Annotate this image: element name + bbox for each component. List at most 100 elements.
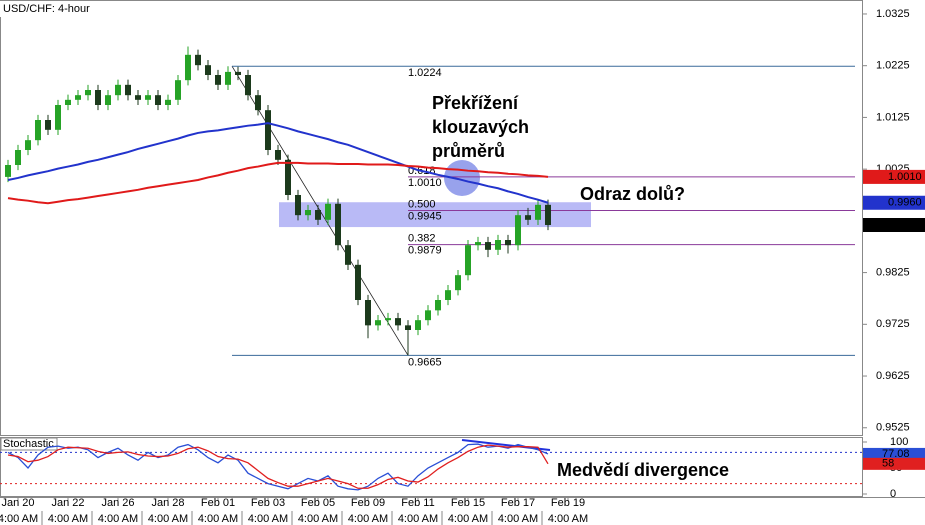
candle-body bbox=[305, 210, 311, 216]
annotation: klouzavých bbox=[432, 117, 529, 137]
candle-body bbox=[365, 300, 371, 326]
fib-low-label: 0.9665 bbox=[408, 356, 442, 368]
moving-average bbox=[7, 161, 549, 205]
candle-body bbox=[165, 99, 171, 105]
x-tick-label: Feb 03 bbox=[251, 497, 285, 509]
candle-body bbox=[135, 95, 141, 100]
x-tick-label: Feb 19 bbox=[551, 497, 585, 509]
candle-body bbox=[495, 240, 501, 250]
x-sub-label: 4:00 AM bbox=[148, 513, 188, 525]
candle-body bbox=[325, 203, 331, 220]
candle-body bbox=[75, 95, 81, 100]
candle-body bbox=[35, 120, 41, 141]
title-bg bbox=[0, 437, 58, 451]
x-sub-label: 4:00 AM bbox=[48, 513, 88, 525]
candle-body bbox=[145, 95, 151, 100]
y-tick-label: 1.0225 bbox=[876, 60, 910, 72]
x-sub-label: 4:00 AM bbox=[198, 513, 238, 525]
candle-body bbox=[215, 75, 221, 85]
candle-body bbox=[255, 95, 261, 111]
candle-body bbox=[205, 65, 211, 75]
candle-body bbox=[275, 150, 281, 160]
candle-body bbox=[105, 95, 111, 105]
candle-body bbox=[115, 84, 121, 96]
panel-title: Stochastic bbox=[3, 438, 54, 450]
x-sub-label: 4:00 AM bbox=[548, 513, 588, 525]
candle-body bbox=[175, 80, 181, 100]
x-tick-label: Jan 20 bbox=[1, 497, 34, 509]
candle-body bbox=[25, 140, 31, 150]
fib-ratio-label: 0.500 bbox=[408, 198, 436, 210]
y-tick-label: 0.9625 bbox=[876, 370, 910, 382]
candle-body bbox=[125, 84, 131, 96]
x-tick-label: Jan 26 bbox=[101, 497, 134, 509]
chart-title: USD/CHF: 4-hour bbox=[3, 3, 90, 15]
x-tick-label: Feb 09 bbox=[351, 497, 385, 509]
annotation: Překřížení bbox=[432, 93, 519, 113]
candle-body bbox=[55, 105, 61, 130]
candle-body bbox=[315, 210, 321, 220]
title-bg bbox=[0, 1, 96, 17]
x-tick-label: Feb 17 bbox=[501, 497, 535, 509]
candle-body bbox=[445, 290, 451, 300]
x-tick-label: Feb 15 bbox=[451, 497, 485, 509]
stoch-value-box bbox=[863, 457, 925, 470]
annotation: Medvědí divergence bbox=[557, 460, 729, 480]
candle-body bbox=[5, 165, 11, 177]
x-sub-label: 4:00 AM bbox=[298, 513, 338, 525]
candle-body bbox=[405, 325, 411, 330]
candle-body bbox=[285, 159, 291, 195]
main-panel bbox=[0, 0, 863, 436]
candle-body bbox=[235, 71, 241, 75]
candle-body bbox=[475, 242, 481, 246]
stoch-line bbox=[7, 443, 549, 491]
x-tick-label: Feb 11 bbox=[401, 497, 434, 509]
price-label: 0.9917 bbox=[888, 219, 922, 231]
ma-value-label-box bbox=[863, 195, 925, 210]
fib-ratio-label: 0.382 bbox=[408, 233, 436, 245]
annotation: průměrů bbox=[432, 141, 505, 161]
y-tick-label: 0 bbox=[890, 488, 896, 500]
x-sub-label: 4:00 AM bbox=[248, 513, 288, 525]
fib-price-label: 1.0010 bbox=[408, 177, 442, 189]
candle-body bbox=[95, 90, 101, 105]
x-sub-label: 4:00 AM bbox=[398, 513, 438, 525]
x-sub-label: 4:00 AM bbox=[448, 513, 488, 525]
candle-body bbox=[295, 195, 301, 216]
fib-price-label: 0.9879 bbox=[408, 245, 442, 257]
candle-body bbox=[385, 318, 391, 321]
y-tick-label: 1.0125 bbox=[876, 111, 910, 123]
candle-body bbox=[505, 240, 511, 246]
candle-body bbox=[225, 71, 231, 85]
ma-value-label-box bbox=[863, 169, 925, 184]
candle-body bbox=[85, 90, 91, 96]
candle-body bbox=[195, 54, 201, 66]
x-tick-label: Feb 05 bbox=[301, 497, 335, 509]
annotation: Odraz dolů? bbox=[580, 184, 685, 204]
x-sub-label: 4:00 AM bbox=[348, 513, 388, 525]
fib-price-label: 0.9945 bbox=[408, 210, 442, 222]
candle-body bbox=[15, 150, 21, 165]
candle-body bbox=[355, 264, 361, 300]
ma-value-label: 0.9960 bbox=[888, 197, 922, 209]
candle-body bbox=[245, 75, 251, 96]
y-tick-label: 100 bbox=[890, 436, 908, 448]
candle-body bbox=[185, 54, 191, 81]
stoch-panel bbox=[0, 437, 863, 497]
candle-body bbox=[535, 204, 541, 220]
candle-body bbox=[265, 110, 271, 150]
candle-body bbox=[515, 215, 521, 246]
candle-body bbox=[485, 242, 491, 250]
x-sub-label: 4:00 AM bbox=[498, 513, 538, 525]
stoch-value-label: 77.08 bbox=[882, 448, 910, 460]
candle-body bbox=[335, 203, 341, 246]
stoch-line bbox=[7, 444, 549, 489]
candle-body bbox=[465, 245, 471, 276]
stoch-value-box bbox=[863, 447, 925, 460]
stoch-value-label: 58 bbox=[882, 458, 894, 470]
fib-high-label: 1.0224 bbox=[408, 67, 442, 79]
candle-body bbox=[435, 300, 441, 311]
x-tick-label: Feb 01 bbox=[201, 497, 235, 509]
y-tick-label: 0.9825 bbox=[876, 266, 910, 278]
